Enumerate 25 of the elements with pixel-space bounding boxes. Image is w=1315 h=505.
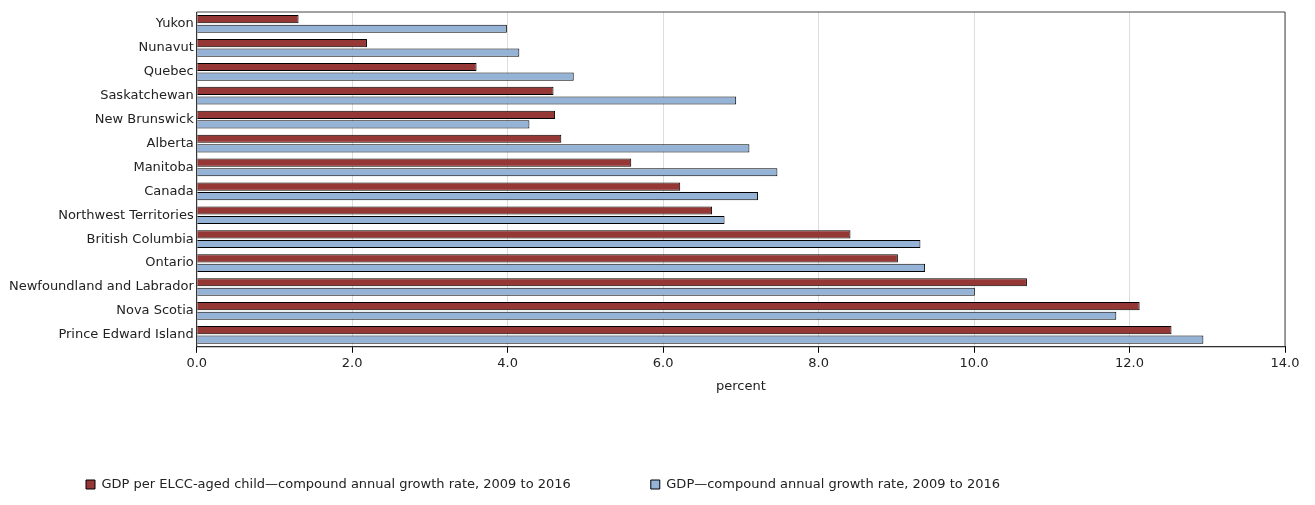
y-tick-label: Manitoba xyxy=(133,158,194,174)
y-tick-label: Canada xyxy=(144,182,194,198)
y-tick-label: Nunavut xyxy=(138,39,194,55)
x-tick-label: 8.0 xyxy=(808,354,829,370)
y-tick-label: Yukon xyxy=(154,15,194,31)
y-tick-label: Ontario xyxy=(145,254,194,270)
x-axis-title: percent xyxy=(715,377,766,393)
y-tick-label: British Columbia xyxy=(86,230,194,246)
y-tick-label: Saskatchewan xyxy=(100,87,194,103)
x-tick-label: 4.0 xyxy=(497,354,519,370)
y-tick-label: Northwest Territories xyxy=(58,206,194,222)
y-tick-label: Newfoundland and Labrador xyxy=(9,278,195,294)
legend-label: GDP per ELCC-aged child—compound annual growth rate, 2009 to 2016 xyxy=(101,475,571,491)
x-tick-label: 2.0 xyxy=(341,354,363,370)
y-tick-label: Quebec xyxy=(143,63,194,79)
x-tick-label: 14.0 xyxy=(1270,354,1300,370)
y-tick-label: New Brunswick xyxy=(94,110,195,126)
x-tick-label: 12.0 xyxy=(1115,354,1145,370)
x-tick-label: 0.0 xyxy=(186,354,208,370)
y-tick-label: Alberta xyxy=(146,134,194,150)
legend-label: GDP—compound annual growth rate, 2009 to 2016 xyxy=(666,475,1000,491)
y-tick-label: Nova Scotia xyxy=(116,302,194,318)
x-tick-label: 6.0 xyxy=(652,354,674,370)
x-tick-label: 10.0 xyxy=(959,354,989,370)
y-tick-label: Prince Edward Island xyxy=(58,326,194,342)
